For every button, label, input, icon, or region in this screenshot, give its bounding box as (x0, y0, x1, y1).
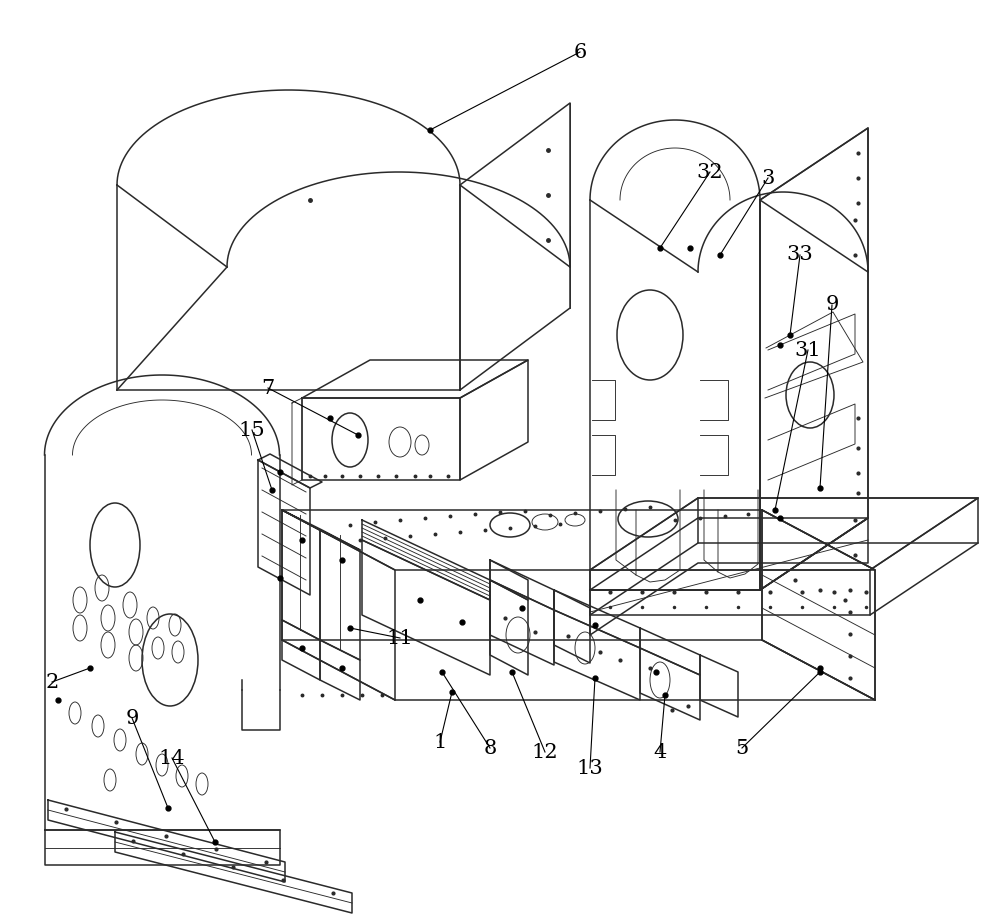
Text: 32: 32 (697, 163, 723, 182)
Text: 33: 33 (787, 246, 813, 264)
Text: 9: 9 (825, 295, 839, 314)
Text: 9: 9 (125, 708, 139, 728)
Text: 1: 1 (433, 732, 447, 751)
Text: 13: 13 (577, 759, 603, 778)
Text: 31: 31 (795, 341, 821, 359)
Text: 4: 4 (653, 742, 667, 761)
Text: 12: 12 (532, 742, 558, 761)
Text: 3: 3 (761, 168, 775, 187)
Text: 6: 6 (573, 42, 587, 61)
Text: 5: 5 (735, 739, 749, 758)
Text: 8: 8 (483, 739, 497, 758)
Text: 11: 11 (387, 629, 413, 647)
Text: 7: 7 (261, 378, 275, 398)
Text: 15: 15 (239, 420, 265, 440)
Text: 2: 2 (45, 673, 59, 692)
Text: 14: 14 (159, 749, 185, 768)
